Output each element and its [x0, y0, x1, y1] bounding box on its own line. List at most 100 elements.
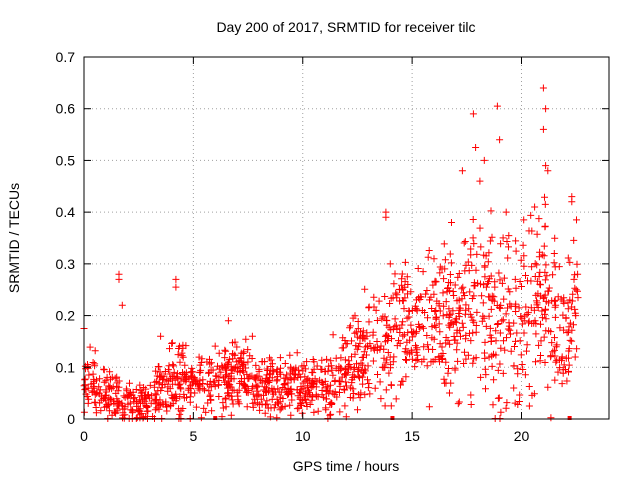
data-point: [167, 401, 175, 409]
data-point: [242, 335, 250, 343]
grid-lines: [84, 57, 609, 419]
data-point: [281, 360, 289, 367]
data-point: [387, 402, 395, 410]
data-point: [406, 350, 414, 358]
data-point: [412, 357, 420, 364]
data-point: [341, 402, 349, 410]
data-point: [511, 343, 518, 350]
data-point: [163, 376, 171, 384]
data-point: [372, 306, 380, 314]
data-point: [541, 306, 549, 314]
data-point: [571, 353, 579, 361]
data-point: [459, 323, 467, 331]
data-point: [244, 346, 252, 354]
data-point: [196, 382, 204, 390]
data-point: [470, 318, 478, 326]
data-point: [495, 269, 503, 277]
data-point: [566, 258, 574, 266]
data-point: [478, 292, 486, 300]
data-point: [214, 362, 221, 370]
data-point: [155, 402, 163, 410]
data-point: [531, 203, 539, 211]
data-point: [305, 387, 312, 395]
data-point: [84, 399, 92, 407]
data-point: [445, 305, 453, 313]
data-point: [165, 362, 173, 370]
data-point: [157, 332, 165, 340]
data-point: [360, 353, 367, 361]
data-point: [381, 338, 389, 346]
data-point: [168, 394, 176, 402]
data-point: [559, 366, 567, 374]
data-point: [276, 406, 284, 414]
data-point: [555, 263, 563, 271]
data-point: [355, 372, 363, 380]
data-point: [528, 320, 536, 327]
data-point: [549, 348, 557, 356]
data-point: [118, 301, 126, 309]
data-point: [467, 251, 475, 259]
data-point: [551, 234, 559, 242]
data-point: [499, 316, 507, 324]
data-point: [400, 305, 408, 313]
data-point: [570, 236, 578, 244]
data-point: [432, 323, 440, 331]
data-point: [404, 281, 412, 288]
data-point: [388, 335, 395, 343]
data-point: [393, 342, 401, 350]
data-point: [481, 365, 489, 373]
data-point: [363, 329, 371, 337]
data-point: [540, 333, 548, 341]
data-point: [353, 360, 360, 368]
data-point: [249, 399, 257, 407]
data-point: [227, 369, 235, 377]
data-point: [502, 404, 510, 412]
data-point: [154, 387, 162, 395]
data-point: [202, 408, 210, 416]
data-point: [138, 388, 146, 396]
data-point: [92, 404, 100, 411]
data-point: [351, 350, 359, 358]
data-point: [413, 307, 421, 315]
data-point: [441, 256, 449, 264]
data-point: [448, 219, 455, 226]
data-point: [571, 305, 579, 313]
data-point: [552, 358, 560, 366]
data-point: [313, 362, 321, 370]
data-point: [476, 224, 484, 232]
data-point: [521, 371, 529, 379]
data-point: [532, 358, 539, 366]
data-point: [142, 402, 150, 409]
data-point: [267, 356, 275, 364]
data-point: [222, 371, 230, 379]
data-point: [175, 381, 183, 389]
data-point: [547, 414, 555, 422]
data-point: [482, 322, 490, 330]
data-point: [373, 317, 381, 324]
data-point: [336, 382, 344, 390]
data-point: [545, 287, 553, 295]
data-point: [142, 385, 150, 393]
data-point: [288, 390, 296, 398]
data-point: [349, 385, 357, 393]
y-axis-label: SRMTID / TECUs: [6, 183, 22, 293]
data-point: [260, 391, 267, 399]
x-tick-label: 10: [295, 428, 311, 444]
data-point: [518, 283, 525, 290]
data-point: [242, 364, 250, 372]
axis-ticks: [83, 56, 609, 420]
data-point: [538, 314, 546, 322]
data-point: [517, 351, 525, 359]
data-point: [535, 215, 543, 223]
data-point: [339, 334, 347, 342]
data-point: [354, 368, 362, 376]
data-point: [172, 390, 180, 398]
data-point: [556, 324, 564, 332]
data-point: [527, 277, 535, 285]
data-point: [333, 393, 341, 401]
data-point: [542, 105, 550, 113]
data-point: [558, 380, 566, 388]
data-point: [277, 370, 285, 378]
data-point: [381, 293, 389, 300]
data-point: [208, 407, 216, 415]
